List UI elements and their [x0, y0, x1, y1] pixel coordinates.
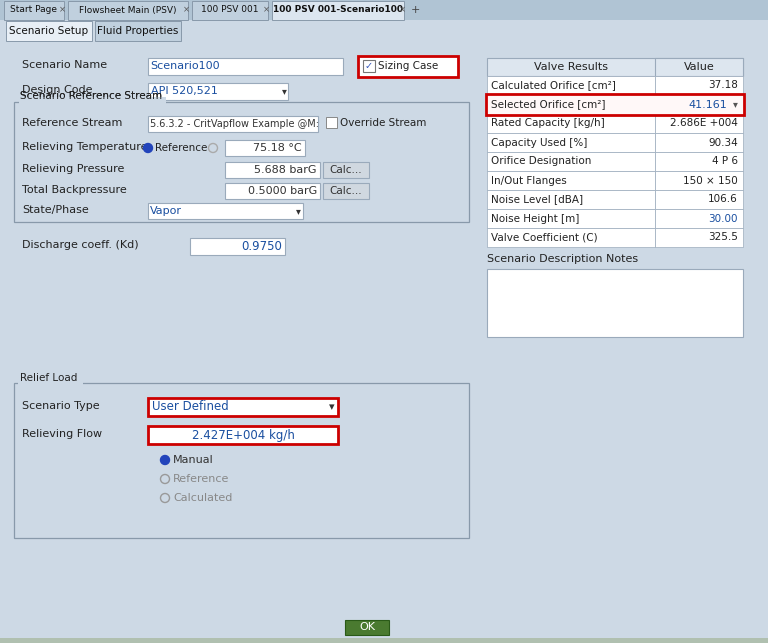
Text: ✓: ✓ — [365, 61, 373, 71]
Text: Orifice Designation: Orifice Designation — [491, 156, 591, 167]
FancyBboxPatch shape — [487, 152, 655, 171]
FancyBboxPatch shape — [358, 56, 458, 77]
Text: 100 PSV 001-Scenario100: 100 PSV 001-Scenario100 — [273, 6, 403, 15]
FancyBboxPatch shape — [148, 203, 303, 219]
Text: Relieving Temperature: Relieving Temperature — [22, 142, 147, 152]
FancyBboxPatch shape — [19, 97, 166, 105]
Text: 0.5000 barG: 0.5000 barG — [248, 186, 317, 196]
Text: Calc...: Calc... — [329, 186, 362, 196]
FancyBboxPatch shape — [0, 42, 768, 643]
Text: Calc...: Calc... — [329, 165, 362, 175]
Text: 2.686E +004: 2.686E +004 — [670, 118, 738, 129]
Text: 106.6: 106.6 — [708, 194, 738, 204]
FancyBboxPatch shape — [487, 114, 655, 133]
Text: Value: Value — [684, 62, 714, 72]
Text: Design Code: Design Code — [22, 85, 92, 95]
Text: Relieving Flow: Relieving Flow — [22, 429, 102, 439]
Text: Noise Height [m]: Noise Height [m] — [491, 213, 579, 224]
FancyBboxPatch shape — [68, 1, 188, 20]
Text: Capacity Used [%]: Capacity Used [%] — [491, 138, 588, 147]
Text: Reference: Reference — [173, 474, 230, 484]
Text: Reference: Reference — [155, 143, 207, 153]
Text: Calculated Orifice [cm²]: Calculated Orifice [cm²] — [491, 80, 616, 91]
FancyBboxPatch shape — [655, 76, 743, 95]
Text: Scenario Description Notes: Scenario Description Notes — [487, 254, 638, 264]
Text: ×: × — [263, 6, 270, 15]
FancyBboxPatch shape — [487, 228, 655, 247]
Text: Scenario Reference Stream: Scenario Reference Stream — [20, 91, 162, 101]
FancyBboxPatch shape — [487, 209, 655, 228]
Text: Scenario Name: Scenario Name — [22, 60, 107, 70]
FancyBboxPatch shape — [4, 1, 64, 20]
Text: Relief Load: Relief Load — [20, 373, 78, 383]
FancyBboxPatch shape — [190, 238, 285, 255]
FancyBboxPatch shape — [487, 95, 655, 114]
FancyBboxPatch shape — [148, 58, 343, 75]
FancyBboxPatch shape — [655, 209, 743, 228]
Text: Scenario100: Scenario100 — [150, 61, 220, 71]
Circle shape — [161, 455, 170, 464]
FancyBboxPatch shape — [486, 94, 744, 115]
FancyBboxPatch shape — [225, 162, 320, 178]
FancyBboxPatch shape — [655, 228, 743, 247]
FancyBboxPatch shape — [18, 378, 83, 387]
Text: Flowsheet Main (PSV): Flowsheet Main (PSV) — [79, 6, 177, 15]
FancyBboxPatch shape — [487, 171, 655, 190]
FancyBboxPatch shape — [655, 152, 743, 171]
FancyBboxPatch shape — [655, 171, 743, 190]
FancyBboxPatch shape — [95, 21, 181, 41]
Text: Total Backpressure: Total Backpressure — [22, 185, 127, 195]
Text: Discharge coeff. (Kd): Discharge coeff. (Kd) — [22, 240, 139, 250]
FancyBboxPatch shape — [0, 20, 768, 42]
FancyBboxPatch shape — [655, 58, 743, 76]
FancyBboxPatch shape — [487, 269, 743, 337]
Text: 0.9750: 0.9750 — [241, 239, 282, 253]
Text: Calculated: Calculated — [173, 493, 233, 503]
Text: User Defined: User Defined — [152, 401, 229, 413]
Text: Reference Stream: Reference Stream — [22, 118, 122, 128]
FancyBboxPatch shape — [323, 183, 369, 199]
Text: +: + — [411, 5, 420, 15]
Text: Valve Results: Valve Results — [534, 62, 608, 72]
Text: 30.00: 30.00 — [709, 213, 738, 224]
FancyBboxPatch shape — [655, 114, 743, 133]
FancyBboxPatch shape — [148, 116, 318, 132]
Text: Vapor: Vapor — [150, 206, 182, 216]
Text: ▾: ▾ — [329, 402, 335, 412]
FancyBboxPatch shape — [326, 117, 337, 128]
Text: Scenario Reference Stream: Scenario Reference Stream — [20, 91, 162, 101]
Text: 150 × 150: 150 × 150 — [684, 176, 738, 185]
FancyBboxPatch shape — [655, 190, 743, 209]
FancyBboxPatch shape — [0, 0, 768, 20]
Circle shape — [144, 143, 153, 152]
Text: 100 PSV 001: 100 PSV 001 — [201, 6, 259, 15]
Text: Override Stream: Override Stream — [340, 118, 426, 128]
FancyBboxPatch shape — [487, 58, 743, 76]
Text: Noise Level [dBA]: Noise Level [dBA] — [491, 194, 583, 204]
Text: 4 P 6: 4 P 6 — [712, 156, 738, 167]
Text: Fluid Properties: Fluid Properties — [98, 26, 179, 36]
FancyBboxPatch shape — [148, 83, 288, 100]
FancyBboxPatch shape — [487, 76, 655, 95]
Text: Valve Coefficient (C): Valve Coefficient (C) — [491, 233, 598, 242]
Text: Scenario Setup: Scenario Setup — [9, 26, 88, 36]
Text: 325.5: 325.5 — [708, 233, 738, 242]
Text: OK: OK — [359, 622, 375, 633]
Text: Start Page: Start Page — [11, 6, 58, 15]
FancyBboxPatch shape — [148, 398, 338, 416]
FancyBboxPatch shape — [225, 183, 320, 199]
Text: ▾: ▾ — [282, 86, 286, 96]
Text: ▾: ▾ — [296, 206, 300, 216]
FancyBboxPatch shape — [655, 95, 743, 114]
FancyBboxPatch shape — [272, 1, 404, 20]
Text: 41.161: 41.161 — [688, 100, 727, 109]
Text: API 520,521: API 520,521 — [151, 86, 218, 96]
Text: Sizing Case: Sizing Case — [378, 61, 439, 71]
Text: 5.688 barG: 5.688 barG — [254, 165, 317, 175]
FancyBboxPatch shape — [6, 21, 92, 41]
FancyBboxPatch shape — [345, 620, 389, 635]
Text: 37.18: 37.18 — [708, 80, 738, 91]
Text: Scenario Type: Scenario Type — [22, 401, 100, 411]
Text: ×: × — [183, 6, 190, 15]
